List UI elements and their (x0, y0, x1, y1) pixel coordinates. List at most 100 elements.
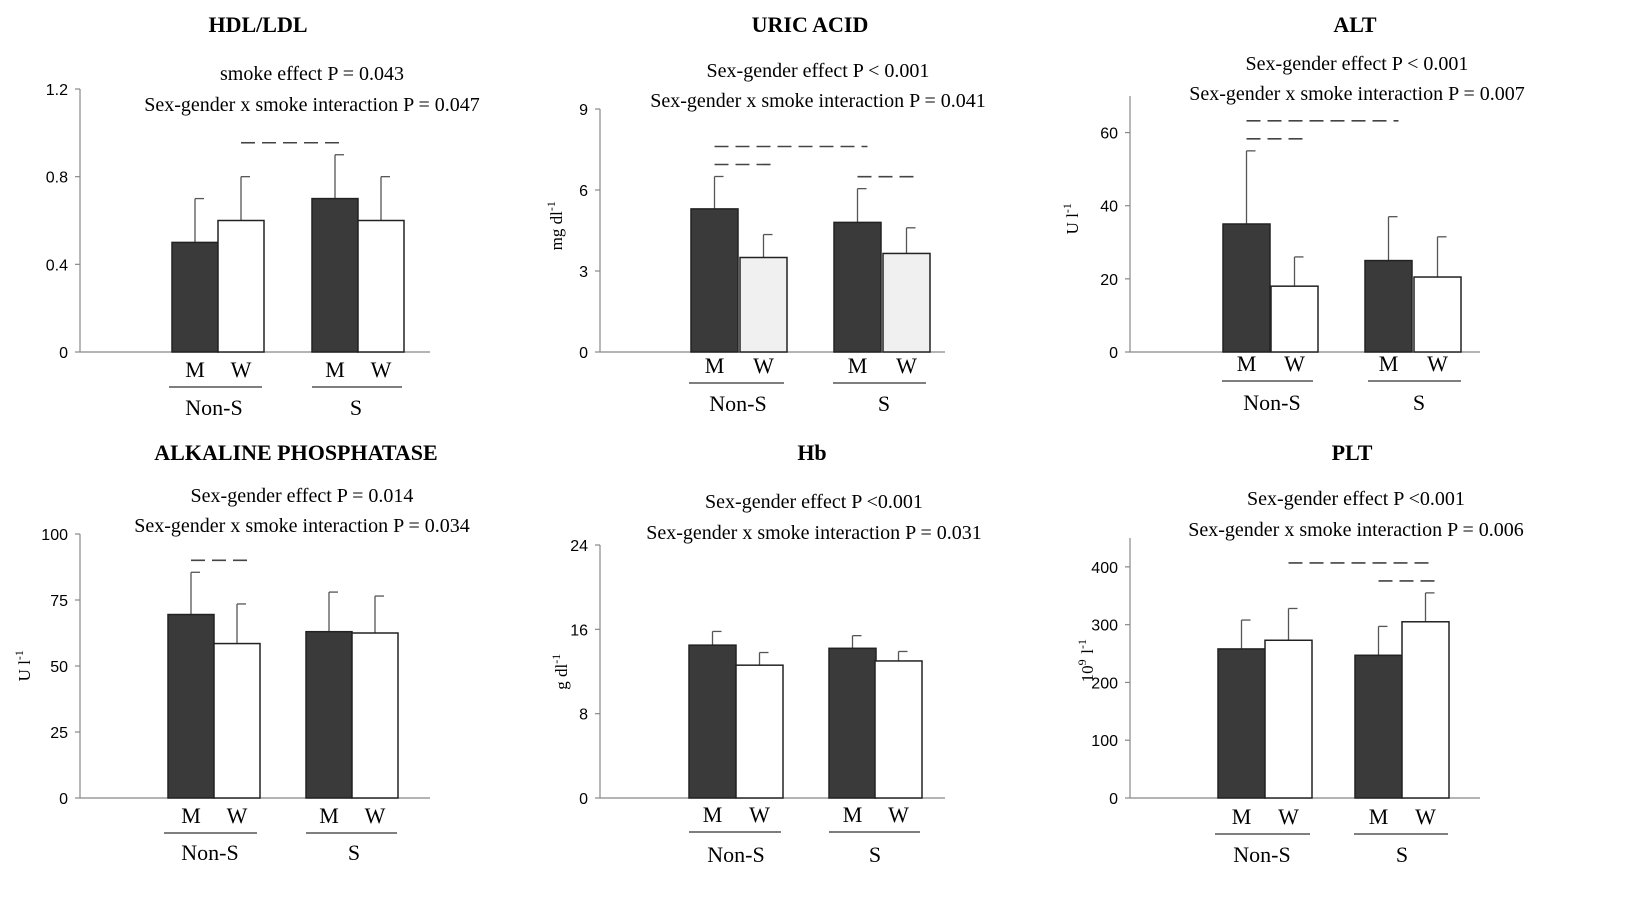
y-axis-label-part: -1 (1060, 203, 1074, 213)
y-axis-label: 109 l-1 (1075, 638, 1097, 683)
y-axis-label: g dl-1 (549, 652, 571, 689)
y-axis-label-part: -1 (544, 201, 558, 211)
x-category-label: M (703, 802, 723, 827)
chart-title: URIC ACID (752, 12, 869, 37)
y-tick-label: 0.8 (46, 170, 68, 187)
y-axis-label-part (1078, 638, 1097, 639)
x-category-label: W (888, 802, 909, 827)
x-group-label: S (350, 395, 362, 420)
x-group-label: S (1413, 390, 1425, 415)
x-group-label: Non-S (709, 391, 766, 416)
y-tick-label: 16 (570, 622, 588, 639)
y-axis-label-part: mg dl (547, 211, 566, 250)
y-tick-label: 1.2 (46, 82, 68, 99)
x-group-label: Non-S (1233, 842, 1290, 867)
y-tick-label: 24 (570, 538, 588, 555)
stat-annotation: Sex-gender effect P <0.001 (1247, 488, 1465, 510)
x-category-label: W (1415, 804, 1436, 829)
x-category-label: M (319, 803, 339, 828)
x-category-label: M (843, 802, 863, 827)
y-axis-label-part (1063, 202, 1082, 203)
x-group-label: Non-S (181, 840, 238, 865)
chart-panel-3: ALT Sex-gender effect P < 0.001 Sex-gender… (1060, 12, 1525, 415)
bar (739, 256, 788, 353)
y-axis-label: U l-1 (12, 649, 34, 682)
stat-annotation: Sex-gender x smoke interaction P = 0.006 (1188, 519, 1523, 541)
x-group-label: S (348, 840, 360, 865)
stat-annotation: Sex-gender x smoke interaction P = 0.041 (650, 90, 985, 112)
x-category-label: W (749, 802, 770, 827)
y-tick-label: 100 (1091, 733, 1118, 750)
x-category-label: W (1278, 804, 1299, 829)
bar (1264, 639, 1313, 799)
bar (1401, 621, 1450, 799)
y-axis-label-part: 9 (1075, 659, 1089, 665)
y-axis-label-part (15, 649, 34, 650)
bar (688, 644, 737, 799)
bar (1217, 648, 1266, 799)
bar (351, 632, 399, 799)
bar (217, 219, 265, 353)
y-tick-label: 6 (579, 183, 588, 200)
x-group-label: Non-S (707, 842, 764, 867)
y-axis-label-part: U l (15, 660, 34, 682)
x-category-label: M (1369, 804, 1389, 829)
y-tick-label: 0.4 (46, 257, 68, 274)
x-category-label: M (705, 353, 725, 378)
bar (735, 664, 784, 799)
y-tick-label: 300 (1091, 618, 1118, 635)
bar (874, 660, 923, 799)
y-axis-label-part: -1 (1075, 639, 1089, 649)
x-category-label: M (325, 357, 345, 382)
x-category-label: W (371, 357, 392, 382)
x-category-label: W (231, 357, 252, 382)
chart-panel-4: ALKALINE PHOSPHATASE Sex-gender effect P … (12, 440, 470, 865)
bar (828, 647, 877, 799)
chart-panel-1: HDL/LDL smoke effect P = 0.043 Sex-gender … (46, 12, 480, 420)
y-tick-label: 75 (50, 593, 68, 610)
y-tick-label: 9 (579, 102, 588, 119)
y-tick-label: 0 (579, 345, 588, 362)
x-group-label: Non-S (1243, 390, 1300, 415)
y-axis-label-part: 10 (1078, 665, 1097, 682)
stat-annotation: Sex-gender effect P <0.001 (705, 491, 923, 513)
y-tick-label: 100 (41, 527, 68, 544)
bar (167, 613, 215, 799)
y-tick-label: 60 (1100, 126, 1118, 143)
x-category-label: W (1427, 351, 1448, 376)
chart-title: ALKALINE PHOSPHATASE (154, 440, 437, 465)
chart-panel-6: PLT Sex-gender effect P <0.001 Sex-gender … (1075, 440, 1524, 867)
y-tick-label: 0 (59, 345, 68, 362)
x-category-label: M (1379, 351, 1399, 376)
stat-annotation: Sex-gender effect P = 0.014 (191, 485, 414, 507)
bar (1222, 223, 1271, 353)
x-group-label: S (878, 391, 890, 416)
bar (1354, 654, 1403, 799)
y-axis-label-part: -1 (12, 650, 26, 660)
bar (833, 221, 882, 353)
bar (882, 252, 931, 353)
y-axis-label-part: l (1078, 649, 1097, 658)
bar (171, 241, 219, 353)
bar (1364, 259, 1413, 353)
chart-title: Hb (797, 440, 826, 465)
bar (690, 208, 739, 353)
x-category-label: M (181, 803, 201, 828)
bar (357, 219, 405, 353)
x-category-label: W (227, 803, 248, 828)
x-category-label: W (1284, 351, 1305, 376)
x-category-label: W (753, 353, 774, 378)
y-tick-label: 50 (50, 659, 68, 676)
y-axis-label-part: U l (1063, 213, 1082, 235)
x-group-label: S (869, 842, 881, 867)
stat-annotation: Sex-gender x smoke interaction P = 0.047 (144, 94, 479, 116)
x-category-label: M (185, 357, 205, 382)
stat-annotation: smoke effect P = 0.043 (220, 63, 404, 85)
bar (1270, 285, 1319, 353)
stat-annotation: Sex-gender effect P < 0.001 (707, 60, 930, 82)
y-tick-label: 25 (50, 725, 68, 742)
chart-title: ALT (1333, 12, 1377, 37)
y-tick-label: 3 (579, 264, 588, 281)
chart-panel-5: Hb Sex-gender effect P <0.001 Sex-gender x… (549, 440, 982, 867)
